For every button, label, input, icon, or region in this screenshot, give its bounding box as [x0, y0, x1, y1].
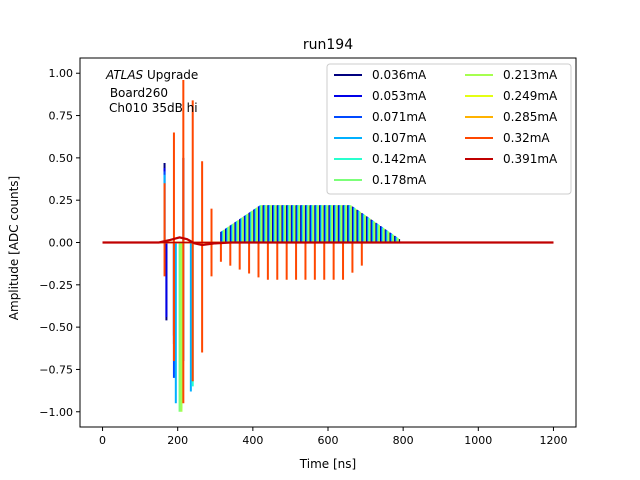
- legend-item: 0.036mA: [334, 68, 427, 82]
- legend-label: 0.213mA: [503, 68, 558, 82]
- legend-box: [326, 63, 572, 195]
- y-tick-label: −0.25: [39, 279, 73, 292]
- y-tick-label: −0.75: [39, 363, 73, 376]
- annotation: ATLAS Upgrade Board260 Ch010 35dB hi: [105, 68, 198, 115]
- traces: [102, 80, 554, 412]
- x-tick-label: 0: [99, 434, 106, 447]
- y-tick-label: 0.00: [49, 237, 74, 250]
- svg-text:ATLAS Upgrade: ATLAS Upgrade: [105, 68, 198, 82]
- legend-item: 0.071mA: [334, 110, 427, 124]
- legend-label: 0.32mA: [503, 131, 550, 145]
- legend-item: 0.249mA: [465, 89, 558, 103]
- annotation-upgrade: Upgrade: [143, 68, 198, 82]
- smooth-bump: [102, 236, 554, 247]
- legend-item: 0.391mA: [465, 152, 558, 166]
- annotation-board: Board260: [106, 86, 168, 100]
- y-tick-label: −1.00: [39, 406, 73, 419]
- legend-item: 0.178mA: [334, 173, 427, 187]
- legend-item: 0.053mA: [334, 89, 427, 103]
- y-tick-label: −0.50: [39, 321, 73, 334]
- x-tick-label: 600: [318, 434, 339, 447]
- y-tick-label: 0.75: [49, 110, 74, 123]
- legend-label: 0.391mA: [503, 152, 558, 166]
- y-tick-label: 1.00: [49, 67, 74, 80]
- chart-title: run194: [303, 37, 353, 53]
- series-0.391mA: [102, 236, 554, 247]
- y-axis-label: Amplitude [ADC counts]: [7, 176, 21, 320]
- annotation-atlas: ATLAS: [105, 68, 144, 82]
- legend-item: 0.107mA: [334, 131, 427, 145]
- legend-label: 0.036mA: [372, 68, 427, 82]
- legend-item: 0.142mA: [334, 152, 427, 166]
- x-tick-label: 1200: [539, 434, 567, 447]
- legend-item: 0.285mA: [465, 110, 558, 124]
- legend-label: 0.107mA: [372, 131, 427, 145]
- legend-item: 0.213mA: [465, 68, 558, 82]
- x-tick-label: 1000: [464, 434, 492, 447]
- x-tick-label: 400: [242, 434, 263, 447]
- legend-label: 0.178mA: [372, 173, 427, 187]
- x-axis-label: Time [ns]: [299, 457, 356, 471]
- x-tick-label: 200: [167, 434, 188, 447]
- legend-label: 0.071mA: [372, 110, 427, 124]
- legend-label: 0.249mA: [503, 89, 558, 103]
- legend-label: 0.285mA: [503, 110, 558, 124]
- legend-label: 0.053mA: [372, 89, 427, 103]
- legend: 0.036mA 0.053mA 0.071mA 0.107mA 0.142mA 0.178…: [326, 63, 572, 195]
- axis-ticks: 0 200 400 600 800 1000 1200 −1.00 −0.75 −0.50 −0.2…: [39, 67, 567, 447]
- legend-item: 0.32mA: [465, 131, 550, 145]
- legend-label: 0.142mA: [372, 152, 427, 166]
- y-tick-label: 0.25: [49, 194, 74, 207]
- x-tick-label: 800: [393, 434, 414, 447]
- y-tick-label: 0.50: [49, 152, 74, 165]
- annotation-channel: Ch010 35dB hi: [109, 101, 198, 115]
